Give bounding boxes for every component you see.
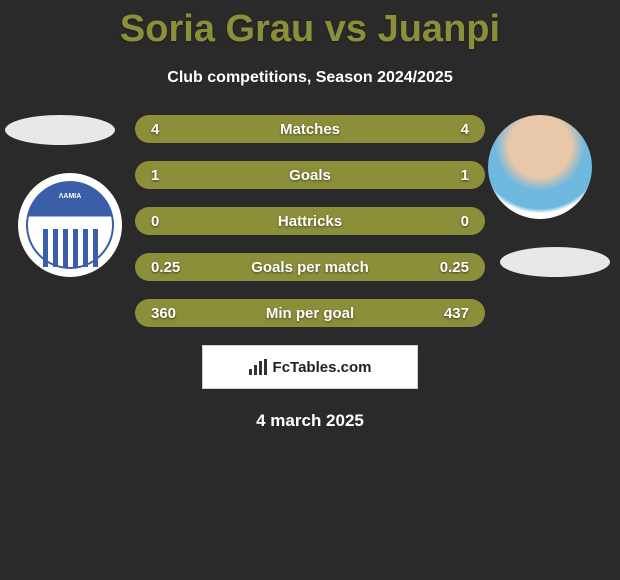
- stat-left-value: 4: [151, 121, 191, 138]
- stat-right-value: 437: [429, 305, 469, 322]
- stat-right-value: 0: [429, 213, 469, 230]
- comparison-subtitle: Club competitions, Season 2024/2025: [0, 69, 620, 87]
- player-right-silhouette: [500, 247, 610, 277]
- stat-left-value: 0.25: [151, 259, 191, 276]
- bar-chart-icon: [249, 359, 267, 375]
- date-label: 4 march 2025: [0, 411, 620, 431]
- stat-right-value: 0.25: [429, 259, 469, 276]
- stat-label: Hattricks: [278, 213, 342, 230]
- player-right-avatar: [488, 115, 592, 219]
- brand-footer[interactable]: FcTables.com: [202, 345, 418, 389]
- brand-text: FcTables.com: [273, 359, 372, 376]
- player-left-silhouette: [5, 115, 115, 145]
- stat-row-matches: 4 Matches 4: [135, 115, 485, 143]
- player-left-club-badge: ΛΑΜΙΑ: [18, 173, 122, 277]
- stat-left-value: 1: [151, 167, 191, 184]
- stat-row-hattricks: 0 Hattricks 0: [135, 207, 485, 235]
- stat-label: Goals: [289, 167, 331, 184]
- stat-left-value: 360: [151, 305, 191, 322]
- stat-label: Min per goal: [266, 305, 354, 322]
- stats-list: 4 Matches 4 1 Goals 1 0 Hattricks 0 0.25…: [135, 115, 485, 327]
- stat-left-value: 0: [151, 213, 191, 230]
- stat-row-goals-per-match: 0.25 Goals per match 0.25: [135, 253, 485, 281]
- stat-label: Goals per match: [251, 259, 369, 276]
- stat-right-value: 4: [429, 121, 469, 138]
- stat-right-value: 1: [429, 167, 469, 184]
- comparison-content: ΛΑΜΙΑ 4 Matches 4 1 Goals 1 0 Hattricks: [0, 115, 620, 431]
- stat-label: Matches: [280, 121, 340, 138]
- club-badge-text: ΛΑΜΙΑ: [59, 193, 82, 200]
- stat-row-goals: 1 Goals 1: [135, 161, 485, 189]
- stat-row-min-per-goal: 360 Min per goal 437: [135, 299, 485, 327]
- comparison-title: Soria Grau vs Juanpi: [0, 0, 620, 51]
